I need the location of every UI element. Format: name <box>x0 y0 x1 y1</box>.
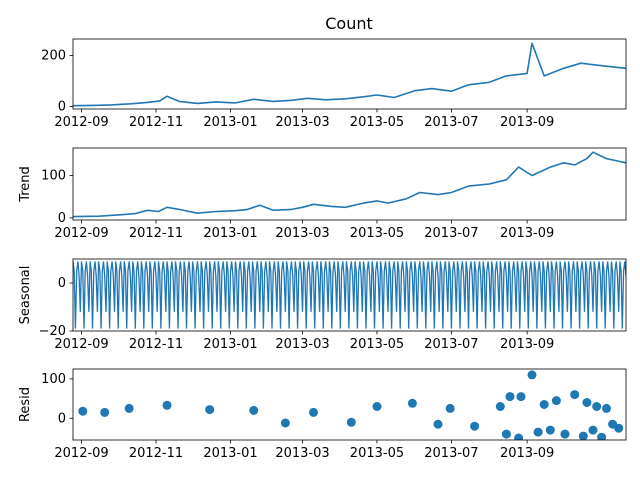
x-tick-label: 2013-09 <box>500 115 554 130</box>
resid-point <box>608 419 618 429</box>
x-tick-label: 2013-01 <box>203 337 257 352</box>
resid-point <box>78 406 88 416</box>
y-tick-label: 100 <box>41 372 66 387</box>
y-tick-label: 200 <box>41 49 66 64</box>
observed-line <box>73 42 626 107</box>
x-tick-label: 2012-11 <box>129 115 183 130</box>
resid-point <box>249 405 259 415</box>
resid-point <box>602 403 611 413</box>
y-tick-label: 0 <box>58 99 66 114</box>
resid-point <box>445 403 455 413</box>
y-tick-label: 100 <box>41 169 66 184</box>
resid-point <box>100 407 110 417</box>
x-tick-label: 2012-11 <box>129 226 183 241</box>
resid-point <box>578 431 588 440</box>
x-tick-label: 2013-03 <box>275 226 329 241</box>
trend-frame <box>72 147 627 221</box>
resid-point <box>280 418 290 428</box>
trend-data <box>73 151 626 218</box>
resid-point <box>124 403 134 413</box>
resid-point <box>514 433 524 440</box>
x-tick-label: 2013-03 <box>275 446 329 461</box>
x-tick-label: 2013-01 <box>203 115 257 130</box>
panel-seasonal: −20 0 2012-09 2012-11 2013-01 2013-03 2013-05 2… <box>18 258 627 352</box>
resid-point <box>539 400 549 409</box>
seasonal-data <box>73 261 626 329</box>
resid-point <box>205 405 215 415</box>
x-tick-label: 2013-03 <box>275 337 329 352</box>
x-tick-label: 2012-11 <box>129 337 183 352</box>
y-tick-label: 0 <box>58 211 66 226</box>
x-tick-label: 2013-07 <box>424 115 478 130</box>
resid-point <box>505 392 515 402</box>
resid-point <box>527 370 537 380</box>
x-tick-label: 2013-03 <box>275 115 329 130</box>
x-tick-label: 2013-05 <box>350 337 404 352</box>
panel-observed: 0 200 2012-09 2012-11 2013-01 2013-03 2013-05 2… <box>41 38 627 130</box>
x-tick-label: 2013-01 <box>203 446 257 461</box>
resid-point <box>309 407 318 417</box>
x-tick-label: 2012-09 <box>54 337 108 352</box>
resid-point <box>551 396 561 406</box>
x-tick-label: 2012-09 <box>54 446 108 461</box>
resid-point <box>588 425 598 435</box>
observed-data <box>73 42 626 107</box>
resid-point <box>592 402 602 411</box>
x-tick-label: 2013-07 <box>424 226 478 241</box>
y-tick-label: 0 <box>58 411 66 426</box>
trend-line <box>73 151 626 218</box>
x-tick-label: 2013-07 <box>424 337 478 352</box>
resid-data <box>78 370 624 440</box>
x-tick-label: 2012-11 <box>129 446 183 461</box>
y-tick-label: 0 <box>58 276 66 291</box>
resid-point <box>545 425 555 435</box>
panel-trend: 0 100 2012-09 2012-11 2013-01 2013-03 2013-05 2… <box>18 147 627 241</box>
resid-point <box>582 398 592 407</box>
x-tick-label: 2013-09 <box>500 446 554 461</box>
x-tick-label: 2012-09 <box>54 115 108 130</box>
x-tick-label: 2012-09 <box>54 226 108 241</box>
x-tick-label: 2013-09 <box>500 226 554 241</box>
seasonal-line <box>73 261 626 329</box>
observed-frame <box>72 38 627 110</box>
x-tick-label: 2013-07 <box>424 446 478 461</box>
x-tick-label: 2013-09 <box>500 337 554 352</box>
resid-point <box>560 429 570 439</box>
resid-point <box>470 421 480 431</box>
resid-point <box>495 402 505 411</box>
y-tick-label: −20 <box>39 324 66 339</box>
resid-ylabel: Resid <box>18 387 33 422</box>
resid-point <box>516 392 526 402</box>
x-tick-label: 2013-05 <box>350 115 404 130</box>
resid-point <box>597 432 607 440</box>
resid-point <box>570 390 580 400</box>
resid-point <box>533 427 543 437</box>
panel-resid: 0 100 2012-09 2012-11 2013-01 2013-03 2013-05 2… <box>18 368 627 461</box>
resid-point <box>407 398 417 408</box>
resid-point <box>501 429 511 439</box>
resid-point <box>346 417 356 427</box>
seasonal-frame <box>72 258 627 332</box>
x-tick-label: 2013-05 <box>350 446 404 461</box>
seasonal-ylabel: Seasonal <box>18 266 33 325</box>
resid-frame <box>72 368 627 441</box>
x-tick-label: 2013-01 <box>203 226 257 241</box>
resid-point <box>372 402 382 411</box>
resid-point <box>433 419 443 429</box>
chart-title: Count <box>325 14 373 33</box>
resid-point <box>162 400 172 410</box>
x-tick-label: 2013-05 <box>350 226 404 241</box>
trend-ylabel: Trend <box>18 166 33 203</box>
